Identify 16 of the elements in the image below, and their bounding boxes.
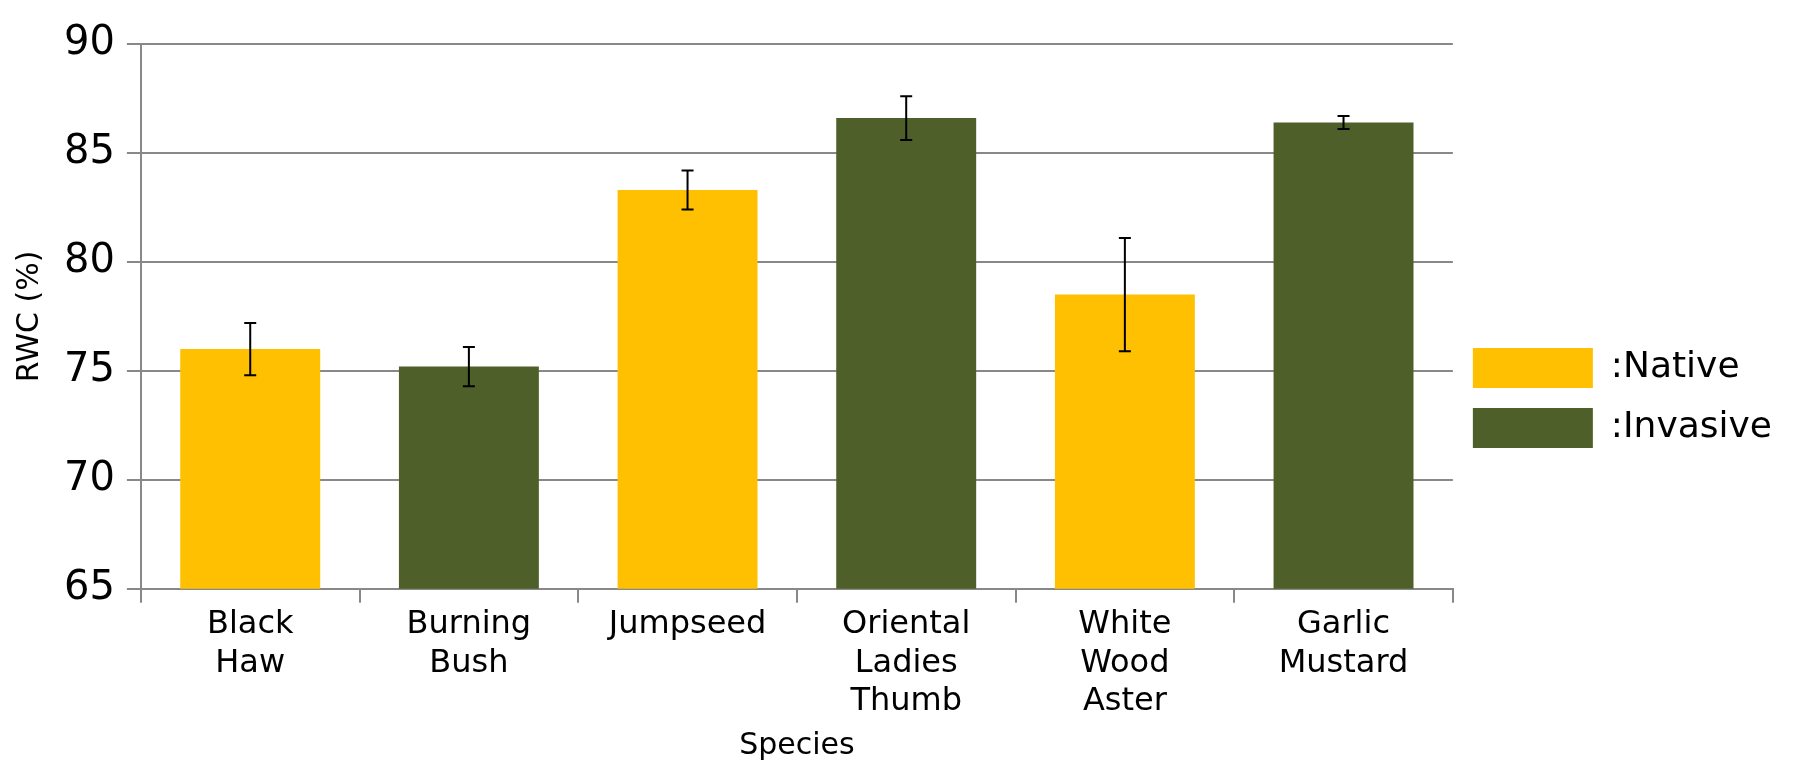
y-tick-label: 70 <box>63 453 115 500</box>
x-tick-label: Jumpseed <box>606 603 767 642</box>
x-tick-label: Burning Bush <box>406 603 532 680</box>
legend-label: :Native <box>1610 344 1740 386</box>
x-tick-label: White Wood Aster <box>1078 603 1172 719</box>
x-tick-label: Garlic Mustard <box>1278 603 1409 680</box>
y-tick-label: 80 <box>63 235 115 282</box>
y-tick-label: 65 <box>63 562 115 609</box>
x-tick-label: Oriental Ladies Thumb <box>842 603 971 719</box>
x-tick-label: Black Haw <box>206 603 294 680</box>
y-axis-title: RWC (%) <box>9 250 45 383</box>
y-tick-label: 75 <box>63 344 115 391</box>
x-axis-title: Species <box>739 725 855 761</box>
legend-label: :Invasive <box>1610 404 1772 446</box>
y-tick-label: 85 <box>63 126 115 173</box>
y-tick-label: 90 <box>63 17 115 64</box>
